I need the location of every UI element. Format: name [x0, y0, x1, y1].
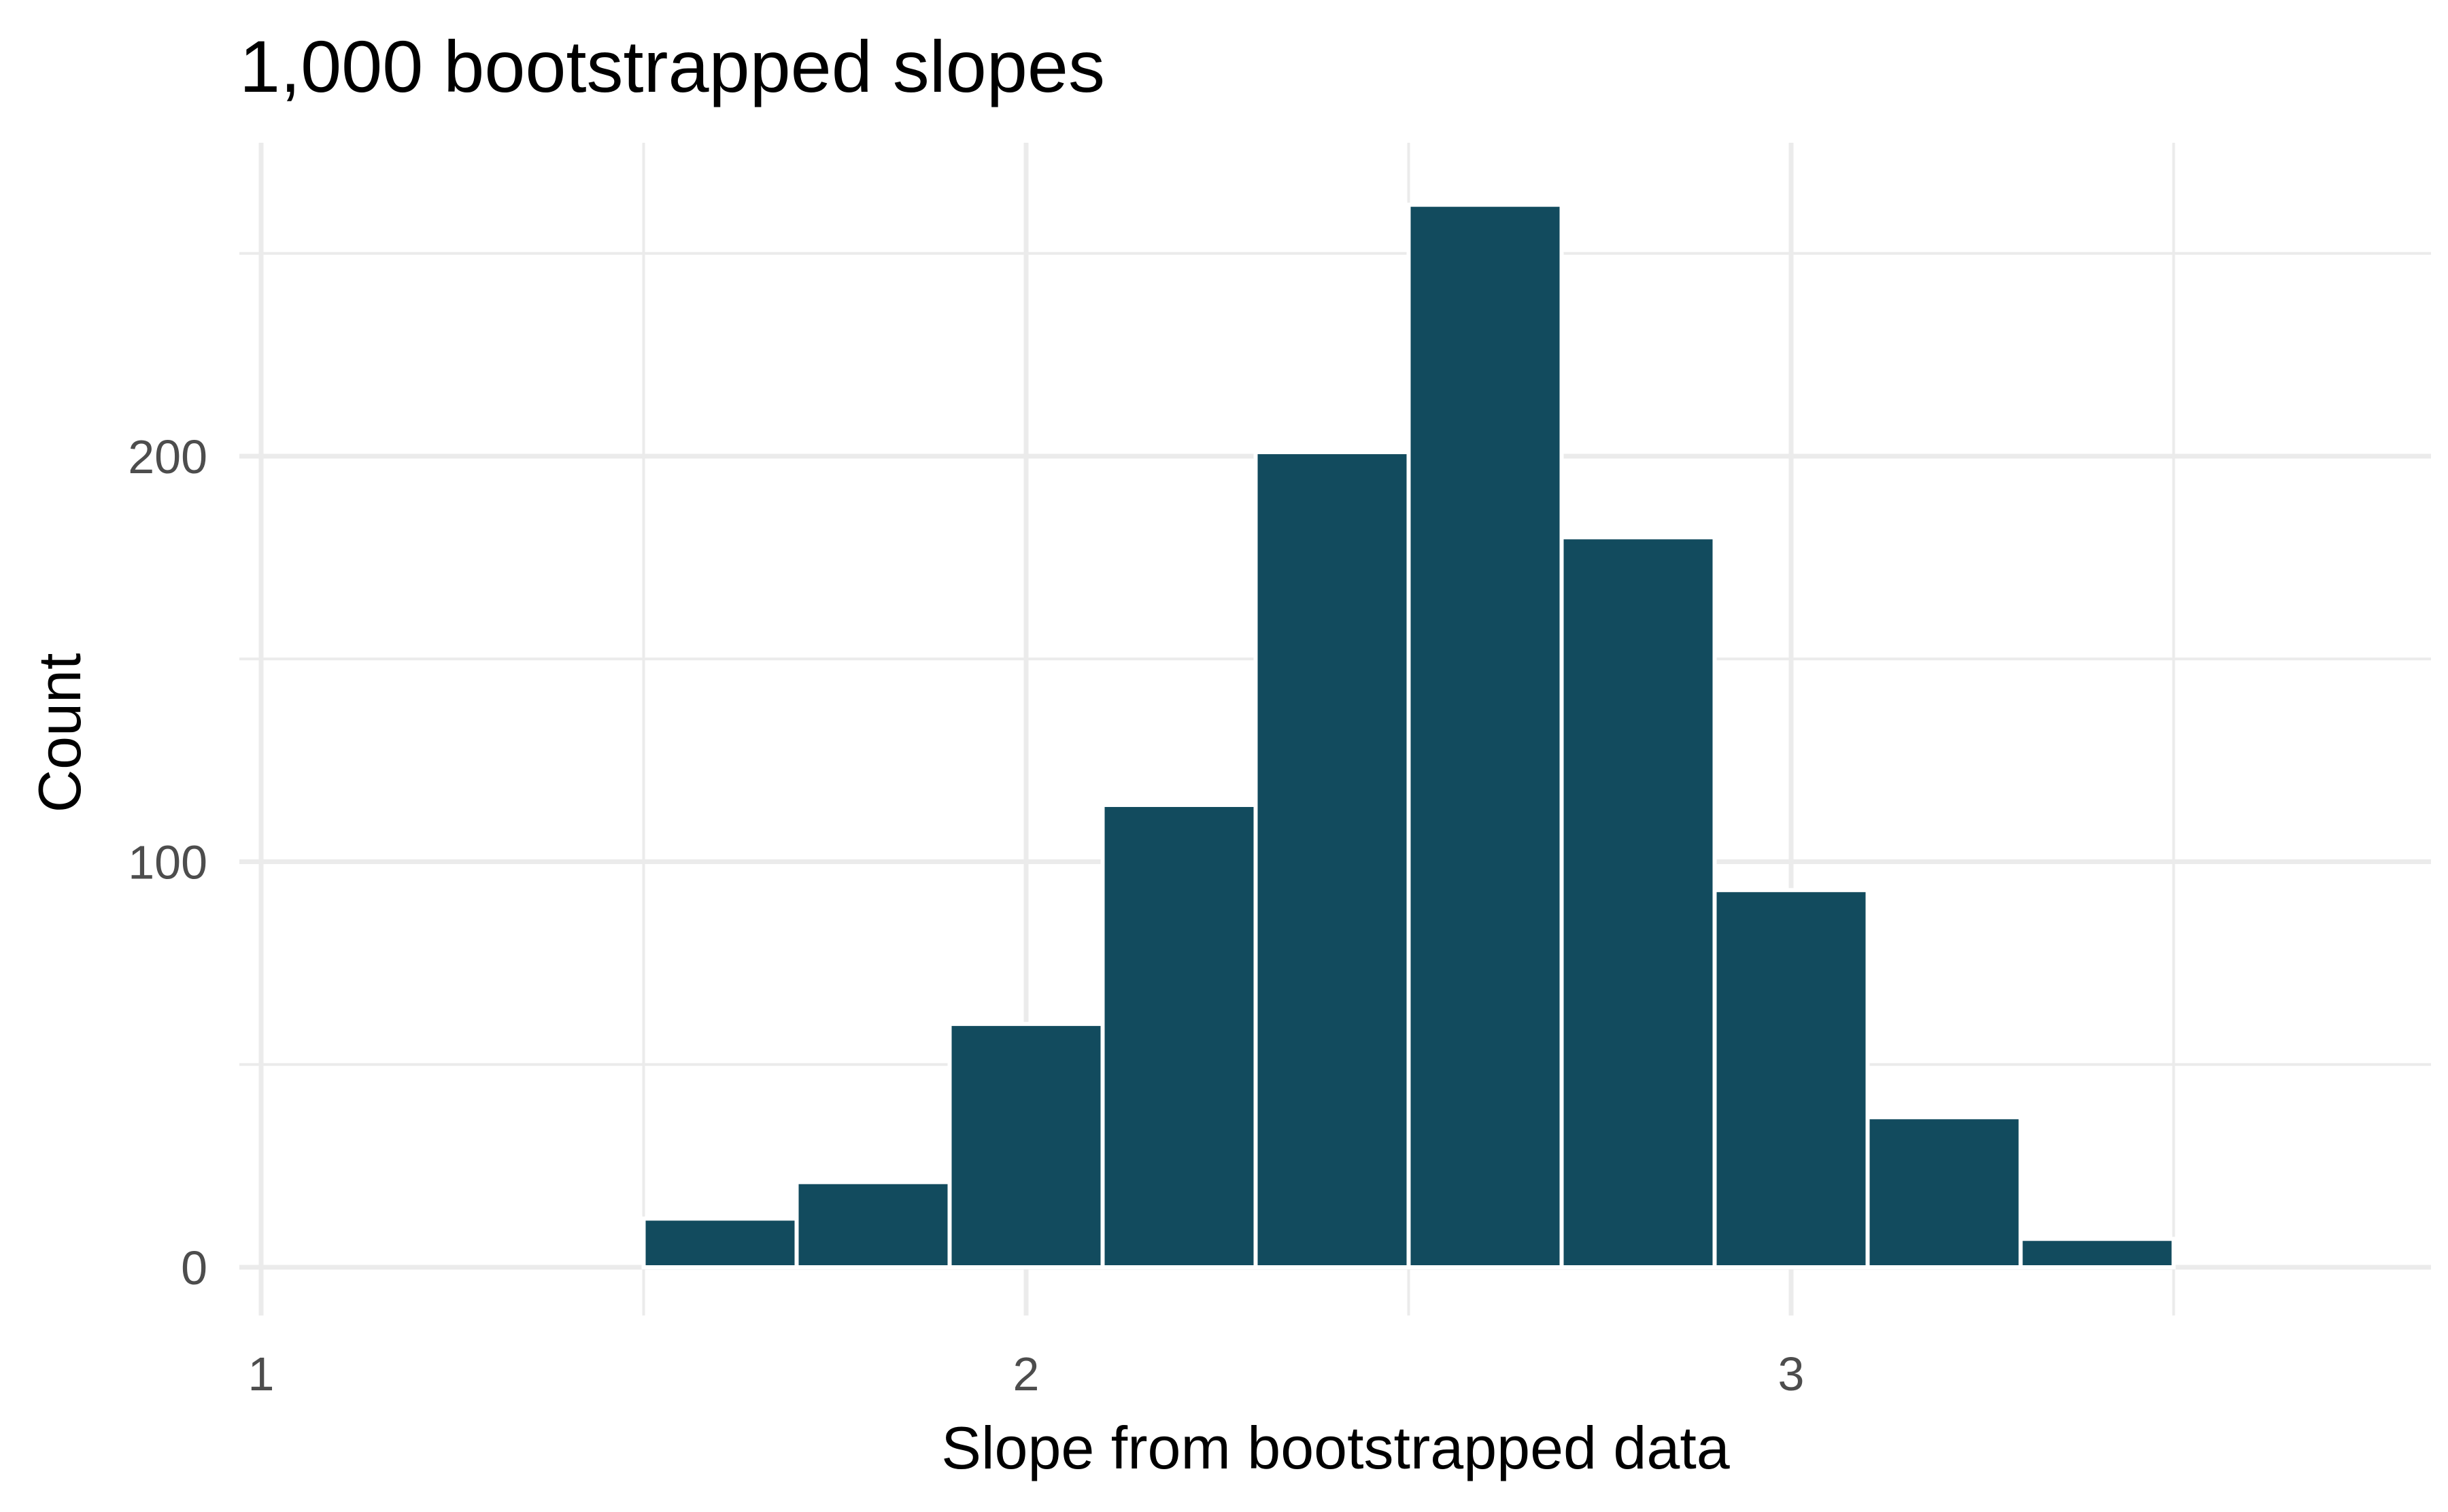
y-tick-label: 200 — [128, 430, 207, 483]
histogram-bar — [2018, 1237, 2176, 1269]
y-tick-label: 0 — [181, 1241, 207, 1294]
histogram-bars — [641, 203, 2176, 1270]
histogram-bar — [794, 1180, 952, 1269]
histogram-bar — [1100, 802, 1258, 1269]
histogram-bar — [1406, 203, 1564, 1269]
chart-title: 1,000 bootstrapped slopes — [239, 25, 1105, 107]
x-tick-label: 3 — [1778, 1347, 1805, 1401]
tick-labels: 1 2 3 0 100 200 — [128, 430, 1804, 1401]
x-axis-title: Slope from bootstrapped data — [941, 1414, 1729, 1481]
x-tick-label: 1 — [248, 1347, 275, 1401]
histogram-bar — [1865, 1115, 2023, 1270]
histogram-bar — [641, 1216, 799, 1270]
x-tick-label: 2 — [1013, 1347, 1040, 1401]
histogram-bar — [1559, 535, 1717, 1269]
histogram-bar — [1253, 450, 1411, 1269]
y-tick-label: 100 — [128, 836, 207, 889]
y-axis-title: Count — [26, 653, 93, 813]
histogram-bar — [947, 1022, 1105, 1269]
histogram-bar — [1712, 888, 1870, 1269]
